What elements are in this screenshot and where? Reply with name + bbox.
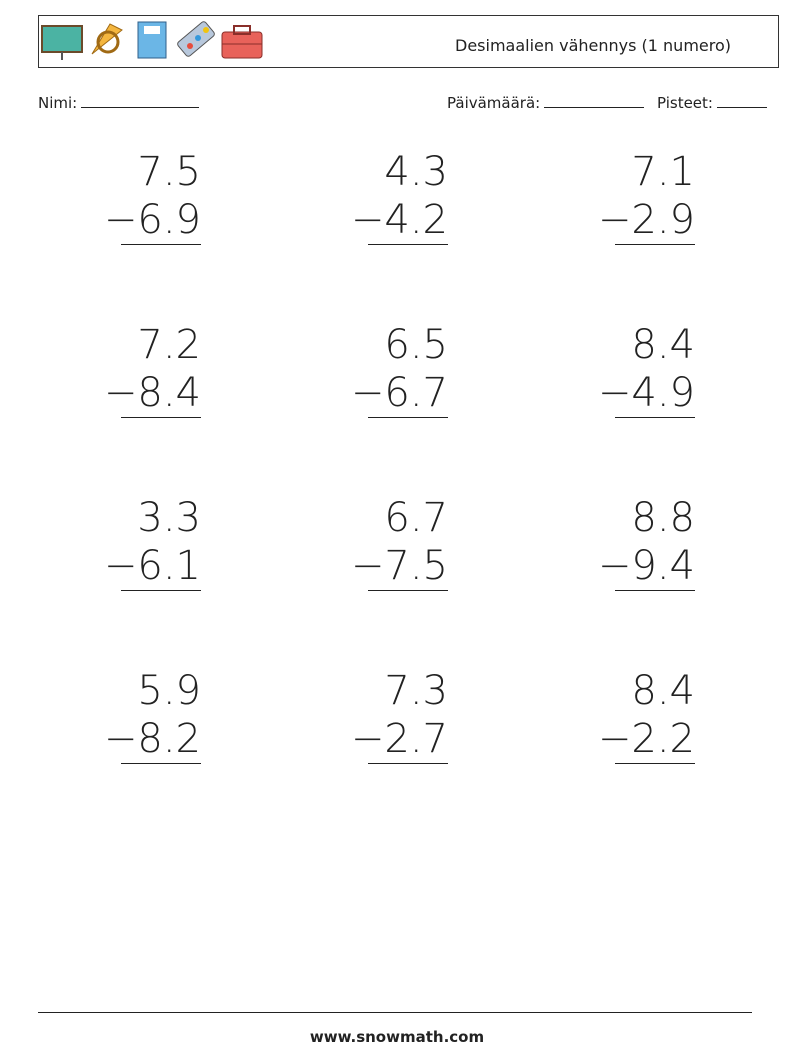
minuend: 8.4 — [631, 668, 695, 714]
minuend: 3.3 — [137, 495, 201, 541]
subtrahend: −4.2 — [350, 197, 448, 243]
subtrahend: −6.1 — [103, 543, 201, 589]
name-field: Nimi: — [38, 93, 200, 112]
subtrahend: −9.4 — [597, 543, 695, 589]
answer-line — [368, 763, 448, 764]
answer-line — [615, 244, 695, 245]
answer-line — [615, 763, 695, 764]
answer-line — [121, 763, 201, 764]
answer-line — [121, 244, 201, 245]
subtrahend: −6.9 — [103, 197, 201, 243]
score-label: Pisteet: — [657, 94, 713, 112]
blank — [544, 93, 645, 108]
minuend: 8.8 — [631, 495, 695, 541]
answer-line — [368, 590, 448, 591]
footer-rule — [38, 1012, 752, 1013]
minuend: 8.4 — [631, 322, 695, 368]
score-field: Pisteet: — [657, 93, 767, 112]
blank — [81, 93, 200, 108]
blank — [716, 93, 767, 108]
title: Desimaalien vähennys (1 numero) — [455, 36, 732, 55]
date-label: Päivämäärä: — [447, 94, 541, 112]
minuend: 7.1 — [631, 149, 695, 195]
minuend: 6.5 — [384, 322, 448, 368]
minuend: 7.5 — [137, 149, 201, 195]
minuend: 7.3 — [384, 668, 448, 714]
minuend: 6.7 — [384, 495, 448, 541]
minuend: 4.3 — [384, 149, 448, 195]
date-field: Päivämäärä: — [447, 93, 645, 112]
subtrahend: −6.7 — [350, 370, 448, 416]
name-label: Nimi: — [38, 94, 78, 112]
subtrahend: −8.2 — [103, 716, 201, 762]
minuend: 5.9 — [137, 668, 201, 714]
subtrahend: −8.4 — [103, 370, 201, 416]
footer-url: www.snowmath.com — [309, 1028, 485, 1046]
answer-line — [368, 244, 448, 245]
subtrahend: −2.7 — [350, 716, 448, 762]
subtrahend: −2.2 — [597, 716, 695, 762]
answer-line — [121, 417, 201, 418]
subtrahend: −4.9 — [597, 370, 695, 416]
header-box — [38, 15, 779, 68]
subtrahend: −7.5 — [350, 543, 448, 589]
answer-line — [615, 590, 695, 591]
answer-line — [615, 417, 695, 418]
answer-line — [121, 590, 201, 591]
minuend: 7.2 — [137, 322, 201, 368]
subtrahend: −2.9 — [597, 197, 695, 243]
answer-line — [368, 417, 448, 418]
header-icons — [41, 21, 263, 60]
